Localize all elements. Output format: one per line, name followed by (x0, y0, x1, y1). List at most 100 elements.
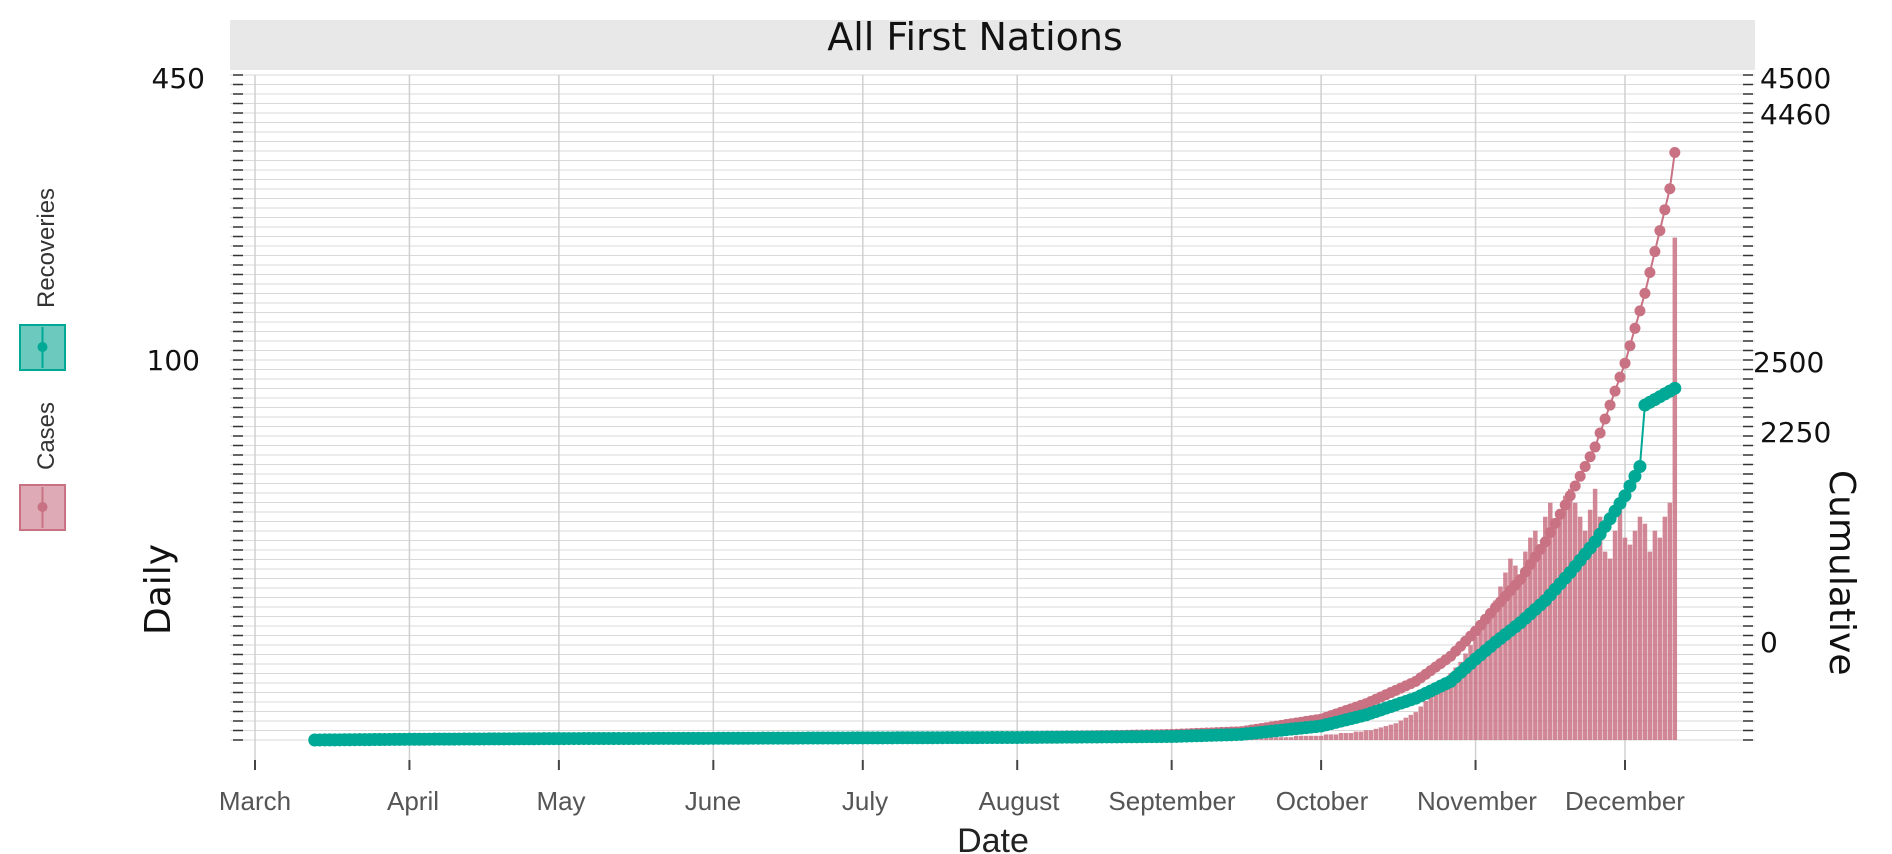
x-tick-label: June (685, 786, 741, 816)
cumulative-point-cases (1539, 536, 1551, 548)
cumulative-point-cases (1639, 287, 1651, 299)
cumulative-point-cases (1669, 146, 1681, 158)
daily-case-bar (1293, 735, 1299, 740)
cumulative-point-cases (1654, 225, 1666, 237)
legend-point-recoveries (37, 342, 48, 352)
x-tick-label: May (536, 786, 585, 816)
daily-case-bar (1672, 237, 1678, 740)
daily-case-bar (1398, 720, 1404, 740)
cumulative-point-recoveries (1668, 381, 1682, 395)
y-right-tick-label: 0 (1760, 626, 1778, 659)
cumulative-point-recoveries (1623, 479, 1637, 493)
y-left-tick-label: 450 (152, 62, 205, 95)
daily-case-bar (1553, 523, 1558, 740)
daily-case-bar (1368, 730, 1374, 740)
cumulative-point-cases (1659, 204, 1671, 216)
daily-case-bar (1403, 717, 1409, 740)
daily-case-bar (1264, 737, 1269, 740)
panel-title: All First Nations (827, 15, 1123, 59)
cumulative-point-cases (1629, 322, 1641, 334)
cumulative-point-cases (1589, 441, 1601, 453)
cumulative-point-cases (1624, 340, 1636, 352)
daily-case-bar (1548, 502, 1553, 740)
grid (230, 74, 1755, 760)
daily-case-bar (1543, 516, 1548, 740)
cumulative-point-recoveries (1633, 459, 1647, 473)
daily-case-bar (1562, 495, 1568, 740)
daily-case-bar (1557, 509, 1563, 740)
cumulative-point-cases (1559, 499, 1571, 511)
cumulative-point-cases (1649, 246, 1661, 258)
daily-case-bar (1473, 636, 1478, 740)
cumulative-point-cases (1664, 183, 1676, 195)
daily-case-bar (1423, 700, 1428, 740)
daily-case-bar (1363, 730, 1369, 740)
daily-case-bar (1343, 733, 1349, 740)
daily-case-bar (1523, 551, 1528, 740)
cumulative-point-cases (1619, 357, 1631, 369)
daily-case-bar (1538, 544, 1543, 740)
daily-case-bar (1308, 735, 1314, 740)
daily-case-bar (1313, 735, 1319, 740)
daily-case-bar (1453, 667, 1458, 740)
cumulative-point-cases (1554, 508, 1566, 520)
daily-case-bar (1657, 537, 1663, 740)
cumulative-point-cases (1584, 451, 1596, 463)
panel-strip (230, 20, 1755, 70)
daily-case-bar (1513, 565, 1518, 740)
x-tick-label: December (1565, 786, 1685, 816)
daily-case-bar (1298, 735, 1304, 740)
daily-case-bar (1498, 586, 1503, 740)
daily-case-bar (1458, 661, 1463, 740)
daily-case-bar (1518, 579, 1523, 740)
daily-case-bar (1667, 502, 1673, 740)
daily-case-bar (1348, 733, 1354, 740)
cumulative-point-cases (1614, 371, 1626, 383)
daily-case-bar (1279, 737, 1284, 740)
daily-case-bar (1602, 551, 1608, 740)
daily-case-bar (1333, 734, 1339, 740)
daily-case-bar (1533, 530, 1538, 740)
daily-case-bar (1478, 628, 1483, 740)
daily-case-bar (1269, 737, 1274, 740)
daily-case-bar (1323, 734, 1329, 740)
daily-case-bar (1438, 684, 1443, 740)
y-right-tick-label: 4460 (1760, 98, 1831, 131)
daily-case-bar (1383, 726, 1389, 740)
x-tick-label: August (979, 786, 1061, 816)
cumulative-point-cases (1569, 480, 1581, 492)
daily-case-bar (1528, 537, 1533, 740)
cumulative-point-cases (1634, 305, 1646, 317)
daily-case-bar (1632, 530, 1638, 740)
daily-case-bar (1433, 689, 1438, 740)
daily-case-bar (1274, 737, 1279, 740)
cumulative-point-cases (1574, 470, 1586, 482)
daily-case-bar (1647, 551, 1653, 740)
cumulative-point-recoveries (1618, 489, 1632, 503)
cumulative-point-recoveries (1628, 469, 1642, 483)
cumulative-lines (308, 146, 1682, 747)
daily-case-bar (1318, 735, 1324, 740)
daily-case-bar (1607, 558, 1613, 740)
daily-case-bar (1373, 728, 1379, 740)
daily-case-bar (1622, 537, 1628, 740)
cumulative-point-cases (1594, 427, 1606, 439)
daily-case-bar (1288, 737, 1294, 740)
y-right-tick-label: 4500 (1760, 62, 1831, 95)
legend-point-cases (37, 502, 48, 512)
cumulative-point-cases (1564, 490, 1576, 502)
daily-case-bar (1587, 509, 1593, 740)
daily-case-bar (1592, 488, 1598, 740)
daily-case-bar (1463, 653, 1468, 740)
daily-case-bar (1637, 516, 1643, 740)
cumulative-point-cases (1544, 527, 1556, 539)
x-tick-label: November (1417, 786, 1537, 816)
x-tick-label: September (1108, 786, 1236, 816)
y-left-axis-title: Daily (138, 544, 179, 635)
daily-case-bar (1388, 724, 1394, 740)
x-axis-title: Date (957, 822, 1029, 854)
daily-case-bar (1567, 488, 1573, 740)
cumulative-point-cases (1604, 399, 1616, 411)
daily-case-bar (1597, 516, 1603, 740)
